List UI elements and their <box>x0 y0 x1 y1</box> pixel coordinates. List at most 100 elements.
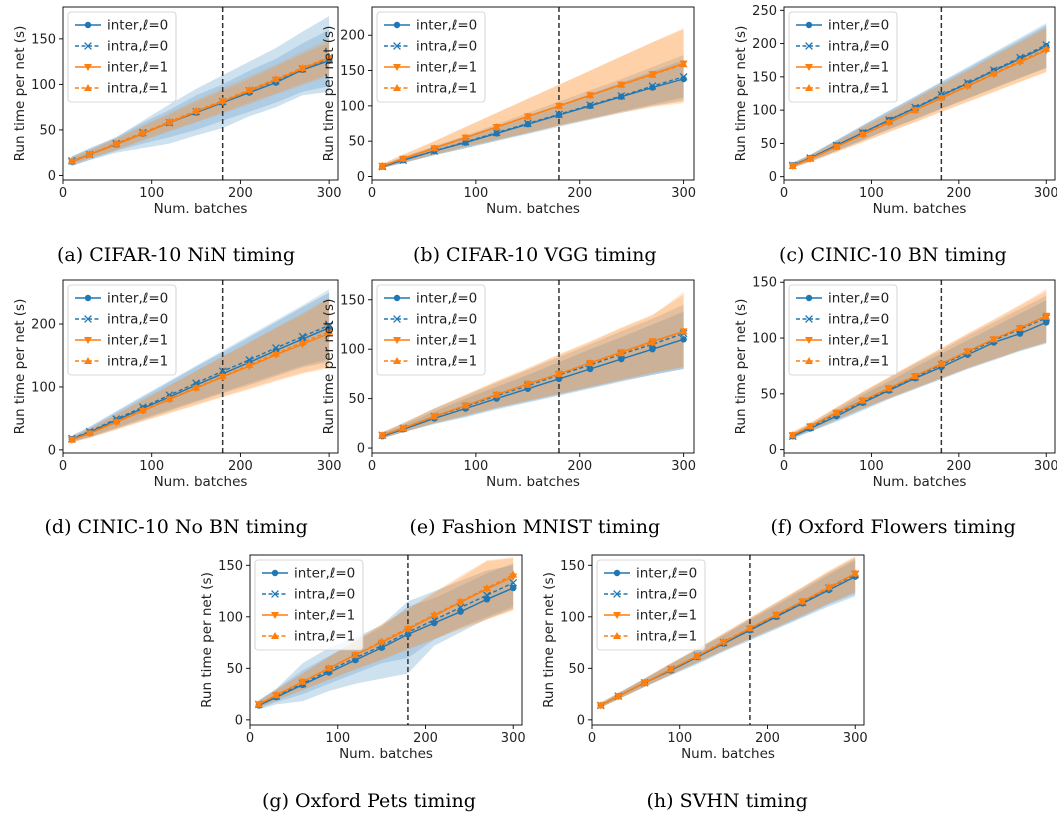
series-line <box>792 317 1047 437</box>
x-tick-label: 300 <box>317 186 342 201</box>
x-tick-label: 300 <box>1034 459 1057 474</box>
data-point <box>523 380 532 388</box>
x-tick-label: 200 <box>946 459 971 474</box>
y-tick-label: 50 <box>348 392 365 407</box>
y-tick-label: 0 <box>48 443 56 458</box>
data-point <box>67 156 76 164</box>
data-point <box>640 678 649 686</box>
data-point <box>456 603 465 612</box>
legend-item: inter,ℓ=0 <box>262 566 355 582</box>
confidence-band <box>71 29 330 166</box>
y-tick-label: 50 <box>348 135 365 150</box>
x-axis-label: Num. batches <box>154 474 248 490</box>
legend-box <box>376 284 486 376</box>
confidence-band <box>792 27 1047 168</box>
x-axis-label: Num. batches <box>486 201 580 217</box>
data-point <box>648 82 657 90</box>
data-point <box>1042 41 1051 49</box>
chart-panel-g: 0 100 200 300 0 50 100 150 Num. batches Run time … <box>199 554 526 762</box>
confidence-band <box>792 28 1047 168</box>
confidence-band <box>258 558 514 708</box>
legend-marker <box>84 357 92 364</box>
y-tick-label: 150 <box>218 559 243 574</box>
chart-panel-e: 0 100 200 300 0 50 100 150 Num. batches Run time … <box>321 279 696 490</box>
data-point <box>858 130 867 138</box>
x-tick-label: 0 <box>780 459 788 474</box>
x-axis-label: Num. batches <box>681 746 775 762</box>
data-point <box>667 665 675 673</box>
y-tick-label: 50 <box>39 123 56 138</box>
data-point <box>648 338 657 346</box>
legend-box <box>254 559 364 651</box>
data-point <box>1043 319 1050 326</box>
x-axis-label: Num. batches <box>873 201 967 217</box>
data-point <box>806 154 815 162</box>
x-axis-label: Num. batches <box>486 474 580 490</box>
legend-marker <box>805 294 813 302</box>
data-point <box>937 359 946 367</box>
plot-area <box>788 7 1051 180</box>
legend-label: inter,ℓ=1 <box>107 60 168 76</box>
y-tick-label: 0 <box>769 170 777 185</box>
caption-h: (h) SVHN timing <box>646 790 808 812</box>
data-point <box>806 422 815 430</box>
data-point <box>555 110 563 119</box>
data-point <box>298 338 307 346</box>
series-line <box>382 332 684 436</box>
legend-marker <box>84 294 92 302</box>
legend-item: intra,ℓ=1 <box>384 354 477 370</box>
data-point <box>165 117 174 125</box>
legend-item: inter,ℓ=1 <box>796 60 889 76</box>
data-point <box>218 96 227 104</box>
plot-area <box>596 555 860 725</box>
confidence-band <box>792 23 1047 168</box>
x-axis-label: Num. batches <box>339 746 433 762</box>
x-tick-label: 200 <box>567 186 592 201</box>
data-point <box>378 161 387 169</box>
legend-label: intra,ℓ=1 <box>416 354 477 370</box>
y-tick-label: 100 <box>31 78 56 93</box>
data-point <box>509 570 518 578</box>
confidence-band <box>71 38 330 165</box>
confidence-band <box>258 565 514 710</box>
x-tick-label: 200 <box>413 731 438 746</box>
legend-label: inter,ℓ=1 <box>416 60 477 76</box>
x-tick-label: 300 <box>501 731 526 746</box>
legend-label: intra,ℓ=0 <box>828 39 889 55</box>
x-axis-label: Num. batches <box>873 474 967 490</box>
x-tick-label: 100 <box>859 186 884 201</box>
legend-marker <box>271 632 279 639</box>
y-tick-label: 100 <box>752 104 777 119</box>
legend-marker <box>393 42 401 50</box>
legend-box <box>376 11 486 103</box>
caption-d: (d) CINIC-10 No BN timing <box>44 516 308 538</box>
caption-f: (f) Oxford Flowers timing <box>770 516 1016 538</box>
confidence-band <box>258 557 514 708</box>
axes-frame <box>783 279 1056 454</box>
data-point <box>298 677 307 685</box>
legend-item: inter,ℓ=0 <box>796 18 889 34</box>
legend-marker <box>393 64 401 71</box>
x-tick-label: 300 <box>843 731 868 746</box>
y-tick-label: 50 <box>760 137 777 152</box>
legend: inter,ℓ=0 intra,ℓ=0 inter,ℓ=1 intra,ℓ=1 <box>376 11 486 103</box>
data-point <box>403 624 412 632</box>
data-point <box>555 369 563 377</box>
y-tick-label: 150 <box>560 559 585 574</box>
x-tick-label: 100 <box>139 459 164 474</box>
x-tick-label: 0 <box>368 186 376 201</box>
legend-item: intra,ℓ=1 <box>262 629 355 645</box>
data-point <box>586 101 594 110</box>
data-point <box>492 123 501 130</box>
confidence-band <box>71 289 330 442</box>
legend: inter,ℓ=0 intra,ℓ=0 inter,ℓ=1 intra,ℓ=1 <box>376 284 486 376</box>
data-point <box>649 346 656 353</box>
y-axis-label: Run time per net (s) <box>12 26 28 162</box>
data-point <box>1042 312 1051 320</box>
data-point <box>378 644 385 651</box>
legend-label: intra,ℓ=0 <box>828 312 889 328</box>
y-tick-label: 200 <box>340 29 365 44</box>
legend-marker <box>805 337 813 344</box>
x-tick-label: 300 <box>1034 186 1057 201</box>
caption-b: (b) CIFAR-10 VGG timing <box>413 244 657 266</box>
